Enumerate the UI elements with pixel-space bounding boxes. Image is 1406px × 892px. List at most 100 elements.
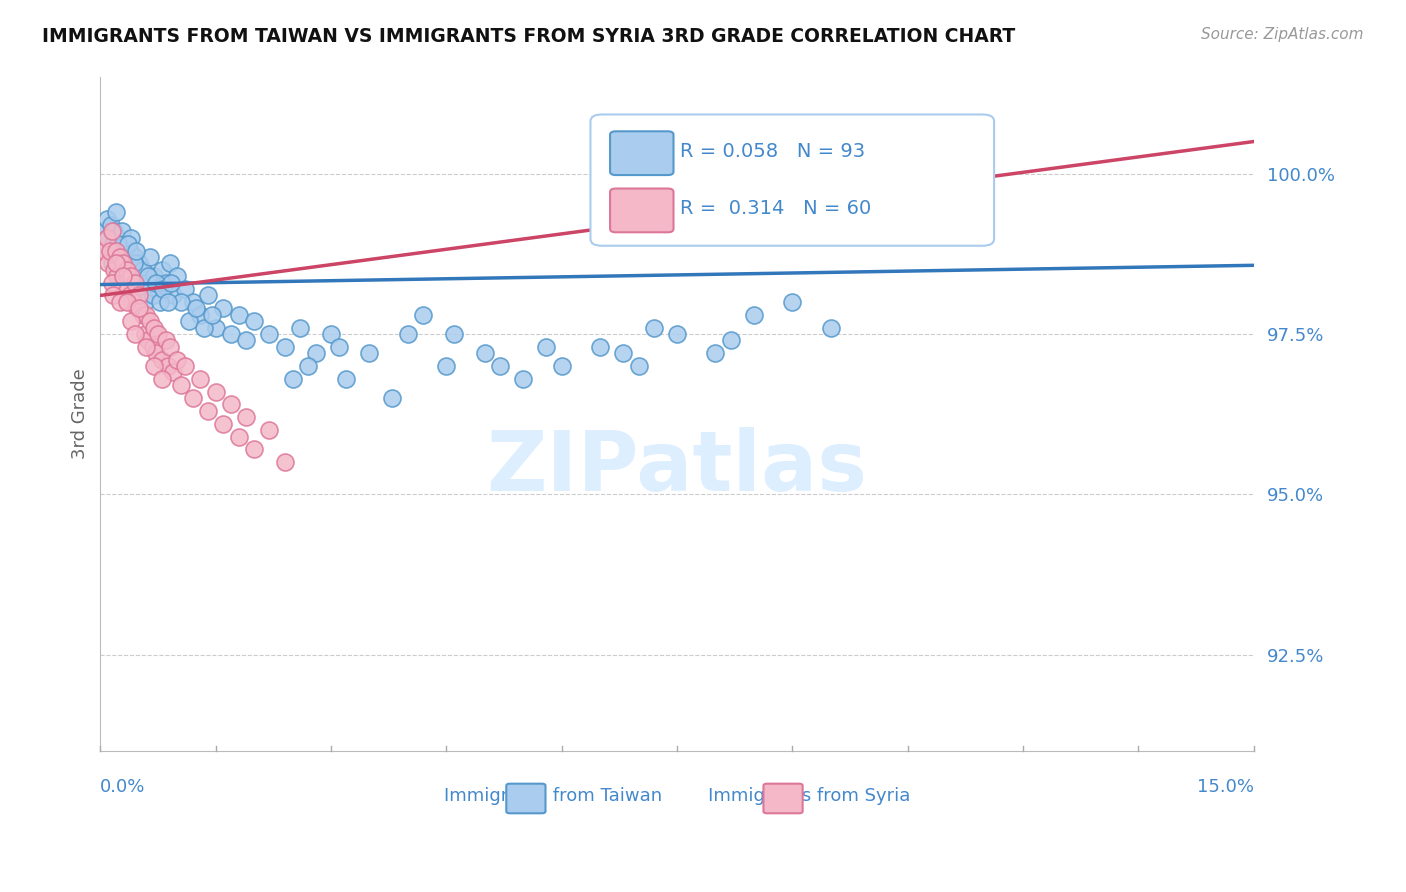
Point	[104, 256, 127, 270]
Point	[197, 288, 219, 302]
Point	[118, 244, 141, 258]
Point	[243, 442, 266, 457]
Point	[159, 340, 181, 354]
FancyBboxPatch shape	[610, 131, 673, 175]
Point	[219, 397, 242, 411]
Point	[412, 308, 434, 322]
Point	[120, 269, 142, 284]
Point	[396, 326, 419, 341]
Point	[112, 262, 135, 277]
Point	[105, 231, 128, 245]
Point	[143, 269, 166, 284]
FancyBboxPatch shape	[610, 188, 673, 232]
Point	[136, 334, 159, 348]
Point	[212, 417, 235, 431]
Point	[434, 359, 457, 373]
Point	[259, 326, 281, 341]
Point	[101, 276, 124, 290]
Point	[142, 340, 165, 354]
Point	[97, 256, 120, 270]
Point	[118, 288, 141, 302]
Point	[162, 288, 184, 302]
Point	[243, 314, 266, 328]
Point	[319, 326, 342, 341]
Text: IMMIGRANTS FROM TAIWAN VS IMMIGRANTS FROM SYRIA 3RD GRADE CORRELATION CHART: IMMIGRANTS FROM TAIWAN VS IMMIGRANTS FRO…	[42, 27, 1015, 45]
Point	[742, 308, 765, 322]
Point	[146, 326, 169, 341]
Point	[274, 455, 297, 469]
Point	[181, 391, 204, 405]
Point	[228, 308, 250, 322]
Point	[101, 256, 124, 270]
Point	[550, 359, 572, 373]
Point	[162, 365, 184, 379]
Point	[134, 326, 156, 341]
Point	[145, 346, 167, 360]
Point	[127, 269, 149, 284]
Text: R =  0.314   N = 60: R = 0.314 N = 60	[681, 199, 872, 219]
Point	[197, 404, 219, 418]
Point	[235, 410, 257, 425]
Point	[93, 224, 115, 238]
Point	[228, 429, 250, 443]
Point	[212, 301, 235, 316]
Point	[117, 237, 139, 252]
Point	[122, 256, 145, 270]
Point	[612, 346, 634, 360]
Text: ZIPatlas: ZIPatlas	[486, 427, 868, 508]
Point	[328, 340, 350, 354]
Point	[297, 359, 319, 373]
Point	[104, 244, 127, 258]
Point	[103, 224, 125, 238]
Point	[108, 294, 131, 309]
Point	[139, 314, 162, 328]
Point	[152, 282, 174, 296]
Point	[101, 224, 124, 238]
Point	[166, 352, 188, 367]
Point	[159, 256, 181, 270]
Point	[125, 244, 148, 258]
Point	[201, 308, 224, 322]
Point	[704, 346, 727, 360]
Point	[117, 256, 139, 270]
FancyBboxPatch shape	[506, 784, 546, 814]
Point	[108, 250, 131, 264]
Point	[443, 326, 465, 341]
Point	[150, 352, 173, 367]
Point	[120, 231, 142, 245]
Point	[381, 391, 404, 405]
Point	[219, 326, 242, 341]
Point	[135, 340, 157, 354]
Point	[170, 378, 193, 392]
Point	[128, 256, 150, 270]
Point	[188, 308, 211, 322]
Point	[156, 294, 179, 309]
Point	[136, 269, 159, 284]
Point	[143, 359, 166, 373]
Text: 0.0%: 0.0%	[100, 778, 146, 796]
Point	[124, 276, 146, 290]
Point	[96, 211, 118, 226]
Point	[93, 244, 115, 258]
Point	[160, 276, 183, 290]
Point	[259, 423, 281, 437]
Point	[589, 340, 612, 354]
Point	[204, 320, 226, 334]
Point	[127, 301, 149, 316]
Point	[145, 276, 167, 290]
Point	[103, 288, 125, 302]
Point	[97, 231, 120, 245]
Point	[643, 320, 665, 334]
Point	[489, 359, 512, 373]
Point	[98, 244, 121, 258]
Text: Immigrants from Taiwan        Immigrants from Syria: Immigrants from Taiwan Immigrants from S…	[444, 787, 910, 805]
FancyBboxPatch shape	[591, 114, 994, 246]
Point	[155, 334, 177, 348]
Point	[108, 250, 131, 264]
Point	[146, 282, 169, 296]
Text: R = 0.058   N = 93: R = 0.058 N = 93	[681, 142, 866, 161]
Point	[720, 334, 742, 348]
Point	[142, 288, 165, 302]
Point	[120, 314, 142, 328]
Point	[112, 256, 135, 270]
